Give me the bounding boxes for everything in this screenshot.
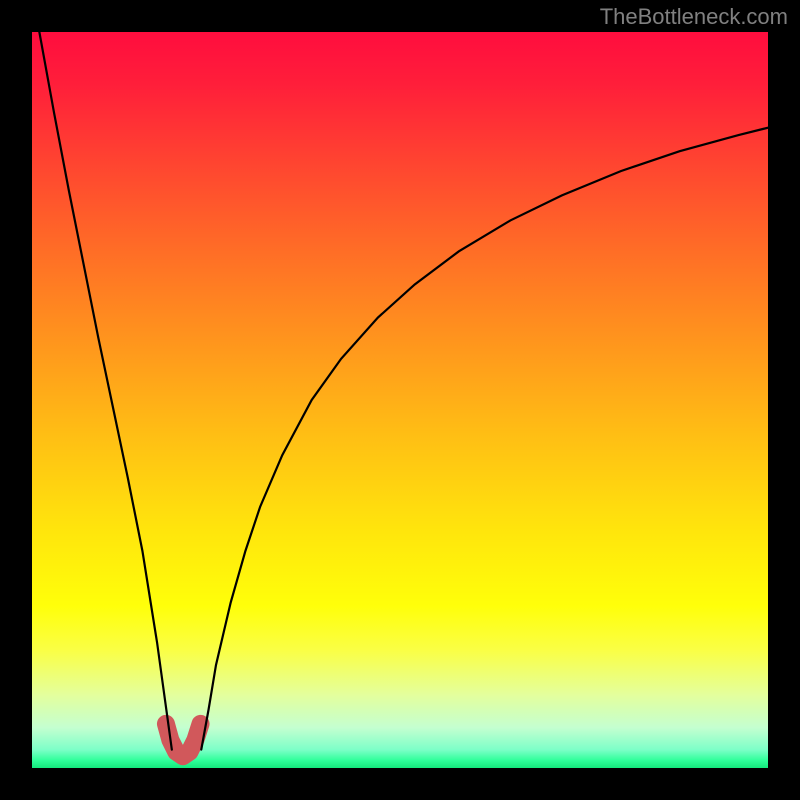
plot-area	[32, 32, 768, 768]
chart-frame: TheBottleneck.com	[0, 0, 800, 800]
gradient-background	[32, 32, 768, 768]
bottleneck-chart-svg	[32, 32, 768, 768]
watermark-text: TheBottleneck.com	[600, 4, 788, 30]
